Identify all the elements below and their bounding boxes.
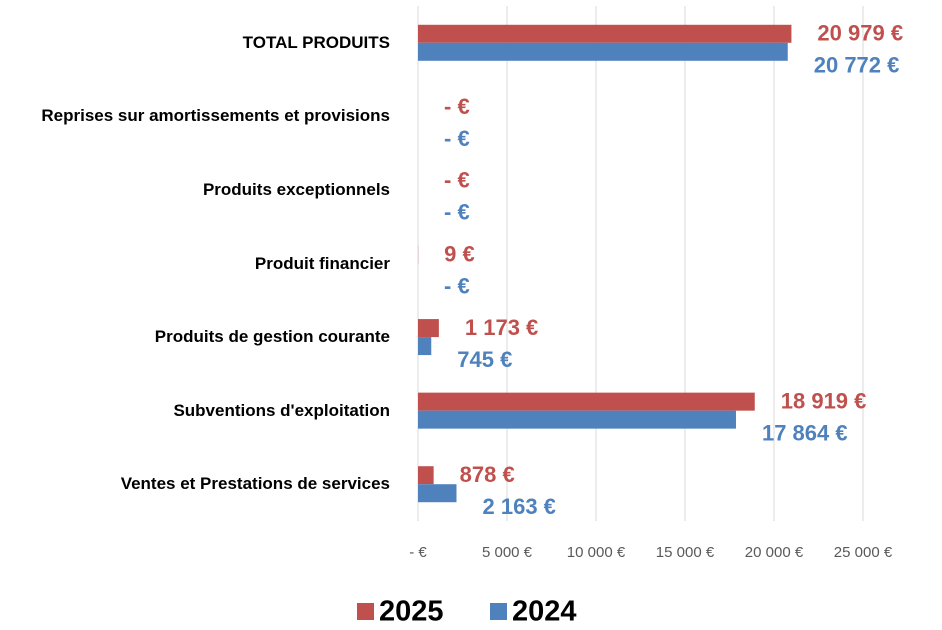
legend-swatch [490,603,507,620]
value-label: 20 772 € [814,53,900,78]
legend-label: 2025 [379,596,444,628]
bar [418,42,788,61]
bar [418,484,457,503]
category-label: Produits de gestion courante [154,327,390,347]
bar [418,466,434,485]
bar [418,392,755,411]
x-tick-label: 25 000 € [834,544,893,561]
legend-swatch [357,603,374,620]
value-label: 1 173 € [465,315,538,340]
category-label: Produits exceptionnels [202,179,390,199]
x-tick-label: 5 000 € [482,544,533,561]
category-label: Subventions d'exploitation [173,400,390,420]
bar [418,24,792,43]
bar [418,410,736,429]
value-label: - € [444,273,470,298]
value-label: - € [444,168,470,193]
x-tick-label: - € [409,544,427,561]
value-label: 2 163 € [483,494,556,519]
legend-label: 2024 [512,596,577,628]
category-label: TOTAL PRODUITS [242,32,390,52]
bar [418,319,439,338]
value-label: - € [444,200,470,225]
x-tick-label: 10 000 € [567,544,626,561]
value-label: 878 € [460,462,515,487]
value-label: 9 € [444,241,475,266]
value-label: 745 € [457,347,512,372]
bar [418,337,432,356]
value-label: 20 979 € [817,21,903,46]
x-tick-label: 20 000 € [745,544,804,561]
x-tick-label: 15 000 € [656,544,715,561]
category-label: Produit financier [254,253,390,273]
value-label: 17 864 € [762,420,848,445]
category-label: Reprises sur amortissements et provision… [41,106,390,126]
category-label: Ventes et Prestations de services [120,474,390,494]
value-label: 18 919 € [781,388,867,413]
value-label: - € [444,126,470,151]
value-label: - € [444,94,470,119]
